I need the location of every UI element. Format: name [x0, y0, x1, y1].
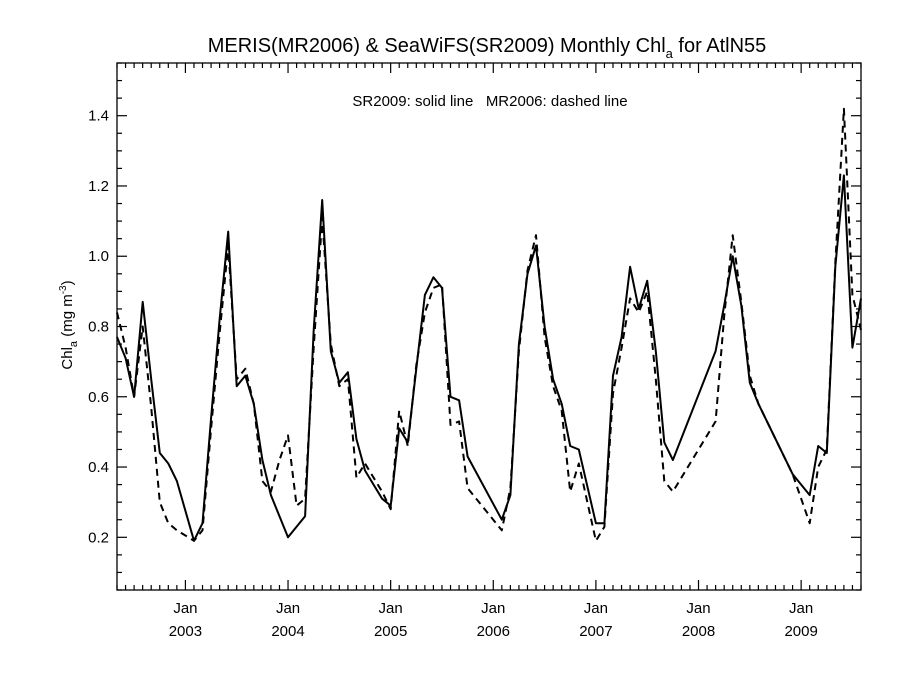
x-axis: Jan 2003 Jan 2004 Jan 2005 Jan 2006 Jan 2007 Jan 20…: [116, 63, 862, 640]
y-tick-label: 1.2: [88, 178, 109, 195]
x-tick-label-month: Jan: [276, 600, 300, 617]
y-axis: 0.2 0.4 0.6 0.8 1.0 1.2 1.4: [88, 62, 861, 591]
y-axis-label: Chla (mg m-3): [58, 280, 80, 369]
y-tick-label: 0.8: [88, 319, 109, 336]
y-tick-label: 0.6: [88, 389, 109, 406]
x-tick-label-year: 2006: [477, 623, 510, 640]
x-tick-label-month: Jan: [789, 600, 813, 617]
x-tick-label-year: 2008: [682, 623, 715, 640]
y-tick-label: 1.4: [88, 108, 109, 125]
chart-title: MERIS(MR2006) & SeaWiFS(SR2009) Monthly …: [208, 35, 767, 61]
series-line-mr2006: [116, 107, 862, 542]
x-tick-label-month: Jan: [481, 600, 505, 617]
x-tick-label-month: Jan: [173, 600, 197, 617]
x-tick-label-month: Jan: [379, 600, 403, 617]
x-tick-label-year: 2004: [271, 623, 304, 640]
x-tick-label-year: 2007: [579, 623, 612, 640]
x-tick-label-month: Jan: [584, 600, 608, 617]
chart-annotation: SR2009: solid line MR2006: dashed line: [352, 93, 627, 110]
y-tick-label: 0.2: [88, 529, 109, 546]
series-line-sr2009: [116, 174, 862, 542]
y-tick-label: 1.0: [88, 248, 109, 265]
x-tick-label-year: 2009: [784, 623, 817, 640]
x-tick-label-month: Jan: [686, 600, 710, 617]
y-tick-label: 0.4: [88, 459, 109, 476]
x-tick-label-year: 2003: [169, 623, 202, 640]
series-group: [116, 107, 862, 542]
x-tick-label-year: 2005: [374, 623, 407, 640]
plot-frame: [116, 62, 862, 591]
